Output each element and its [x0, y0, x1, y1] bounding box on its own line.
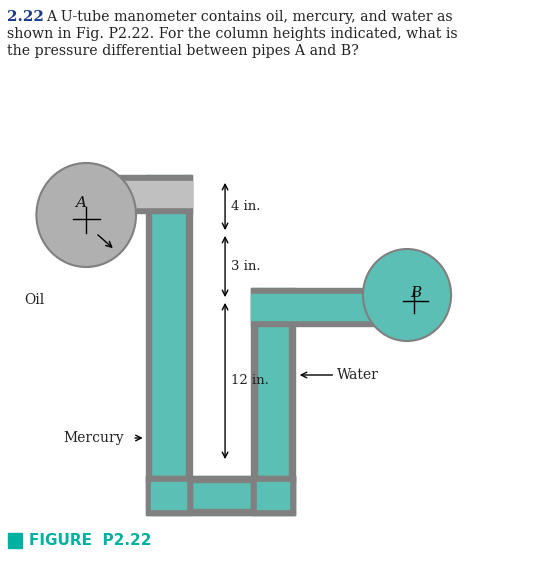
Bar — [186, 175, 191, 508]
Text: B: B — [410, 286, 421, 300]
Bar — [151, 175, 186, 300]
Text: Oil: Oil — [24, 293, 44, 307]
Bar — [8, 533, 22, 548]
Bar — [257, 482, 289, 509]
Text: 12 in.: 12 in. — [231, 375, 269, 388]
Bar — [151, 482, 186, 509]
Bar — [257, 462, 289, 508]
Text: the pressure differential between pipes A and B?: the pressure differential between pipes … — [7, 44, 358, 58]
Bar — [146, 476, 191, 515]
Bar — [146, 175, 151, 508]
Bar — [91, 181, 191, 207]
Bar — [151, 300, 186, 508]
Text: FIGURE  P2.22: FIGURE P2.22 — [28, 533, 151, 548]
Text: A: A — [75, 196, 86, 210]
Bar — [146, 476, 295, 482]
Text: shown in Fig. P2.22. For the column heights indicated, what is: shown in Fig. P2.22. For the column heig… — [7, 27, 458, 41]
Bar — [251, 476, 295, 515]
Text: 4 in.: 4 in. — [231, 200, 261, 213]
Text: 3 in.: 3 in. — [231, 260, 261, 273]
Text: 2.22: 2.22 — [7, 10, 44, 24]
Bar — [257, 288, 289, 462]
Bar — [91, 175, 191, 213]
Bar — [289, 288, 295, 508]
Bar — [251, 288, 377, 326]
Circle shape — [363, 249, 451, 341]
Circle shape — [36, 163, 136, 267]
Text: Mercury: Mercury — [63, 431, 124, 445]
Text: Water: Water — [337, 368, 379, 382]
Text: A U-tube manometer contains oil, mercury, and water as: A U-tube manometer contains oil, mercury… — [46, 10, 453, 24]
Bar — [251, 294, 377, 320]
Bar — [251, 288, 257, 508]
Bar — [151, 476, 295, 515]
Bar — [146, 509, 295, 515]
